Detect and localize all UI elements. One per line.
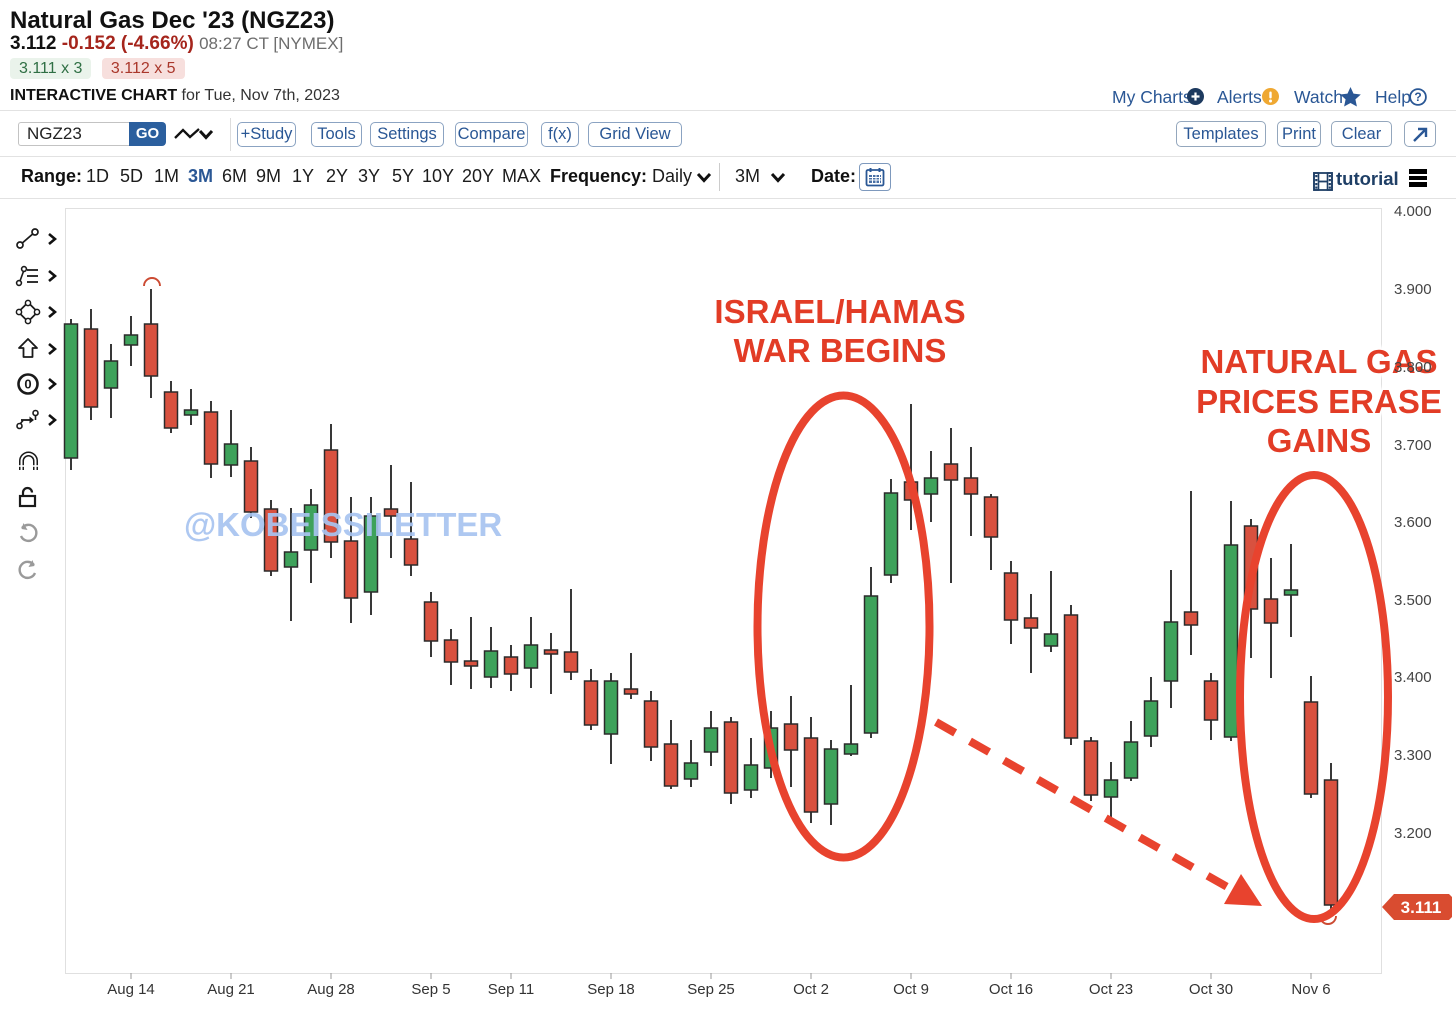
- svg-text:0: 0: [24, 377, 31, 392]
- svg-text:3.111: 3.111: [1401, 898, 1442, 917]
- svg-text:?: ?: [1414, 90, 1421, 104]
